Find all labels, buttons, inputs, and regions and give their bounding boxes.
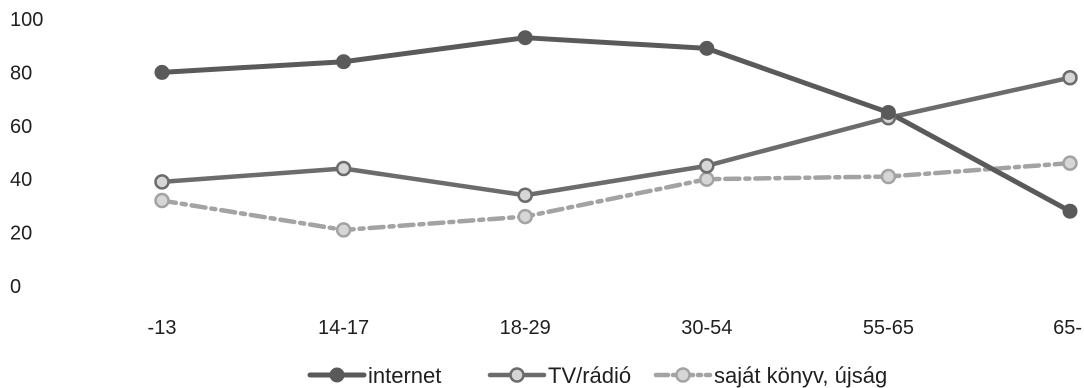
legend-label-0: internet (368, 363, 441, 388)
series-line-2 (159, 160, 1073, 233)
series-2-point (335, 222, 352, 238)
legend: internet TV/rádió saját könyv, újság (307, 363, 887, 388)
series-2-point (517, 208, 533, 225)
series-2-point (880, 168, 897, 185)
y-tick-label: 60 (10, 116, 32, 138)
legend-swatch-marker-0 (329, 367, 345, 383)
y-tick-label: 100 (10, 9, 43, 31)
series-0-point (336, 54, 352, 70)
series-0-point (1062, 203, 1078, 219)
series-0-point (154, 64, 170, 80)
series-points (154, 30, 1078, 238)
y-tick-label: 0 (10, 276, 21, 298)
legend-swatch-marker-2 (675, 367, 691, 383)
series-2-point (1062, 155, 1078, 171)
x-tick-label: -13 (148, 317, 177, 339)
x-tick-label: 30-54 (681, 317, 732, 339)
series-1-point (517, 187, 533, 203)
series-1-point (1062, 69, 1078, 86)
series-lines (159, 35, 1073, 233)
series-2-point (154, 192, 170, 209)
legend-label-2: saját könyv, újság (714, 363, 887, 388)
series-1-point (335, 160, 352, 177)
series-line-0 (159, 35, 1073, 214)
legend-swatch-marker-1 (509, 367, 525, 383)
y-axis: 0 20 40 60 80 100 (10, 9, 43, 298)
series-2-point (699, 171, 715, 187)
y-tick-label: 40 (10, 169, 32, 191)
x-axis: -13 14-17 18-29 30-54 55-65 65- (148, 317, 1082, 339)
x-tick-label: 55-65 (863, 317, 914, 339)
series-0-point (517, 30, 533, 46)
series-line-1 (159, 75, 1073, 198)
x-tick-label: 18-29 (500, 317, 551, 339)
series-0-point (699, 40, 715, 56)
y-tick-label: 20 (10, 223, 32, 245)
series-1-point (699, 158, 715, 174)
y-tick-label: 80 (10, 62, 32, 84)
x-tick-label: 65- (1053, 317, 1082, 339)
series-1-point (154, 174, 170, 190)
legend-label-1: TV/rádió (548, 363, 631, 388)
x-tick-label: 14-17 (318, 317, 369, 339)
series-0-point (880, 104, 896, 120)
